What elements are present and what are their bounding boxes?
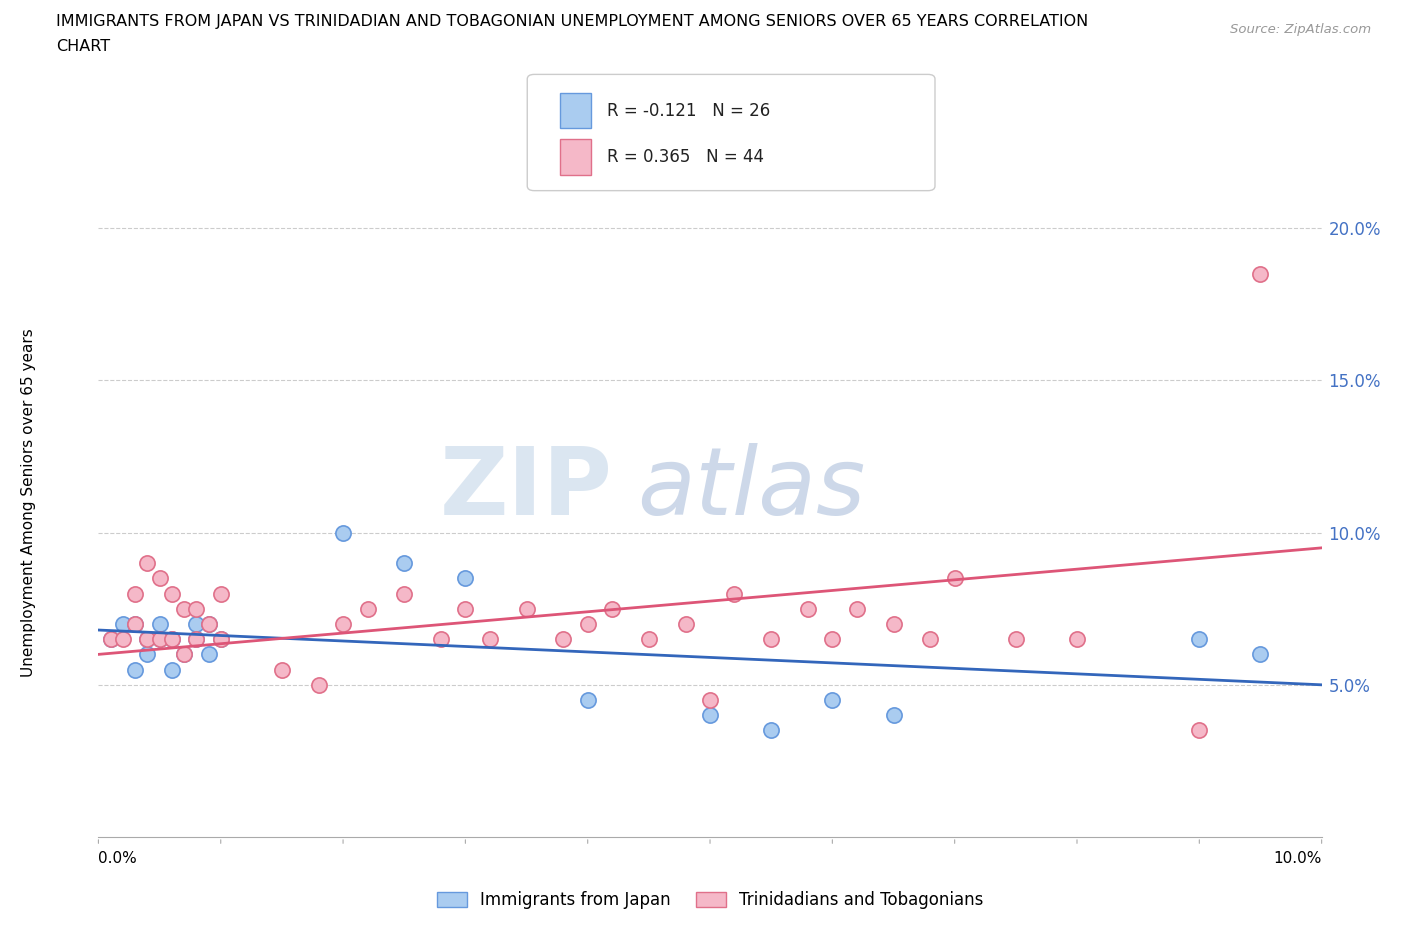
Point: [197, 617, 219, 631]
Point: [149, 617, 172, 631]
Point: [430, 631, 453, 646]
Text: R = 0.365   N = 44: R = 0.365 N = 44: [607, 148, 765, 166]
Point: [883, 617, 905, 631]
Point: [124, 662, 146, 677]
Point: [821, 693, 844, 708]
Text: R = -0.121   N = 26: R = -0.121 N = 26: [607, 101, 770, 120]
Text: ZIP: ZIP: [439, 443, 612, 535]
Point: [821, 631, 844, 646]
Point: [186, 631, 208, 646]
Point: [943, 571, 966, 586]
Point: [100, 631, 122, 646]
Point: [160, 631, 183, 646]
Point: [845, 602, 868, 617]
Point: [270, 662, 292, 677]
Point: [209, 631, 232, 646]
Point: [1004, 631, 1026, 646]
Point: [759, 723, 782, 737]
Point: [209, 631, 232, 646]
Point: [797, 602, 820, 617]
Point: [1188, 631, 1211, 646]
Point: [209, 586, 232, 601]
Text: CHART: CHART: [56, 39, 110, 54]
Point: [332, 525, 354, 540]
Point: [332, 617, 354, 631]
Point: [173, 647, 195, 662]
Point: [160, 586, 183, 601]
Point: [197, 617, 219, 631]
Point: [111, 631, 134, 646]
Point: [197, 647, 219, 662]
Point: [759, 631, 782, 646]
Point: [356, 602, 378, 617]
Point: [149, 631, 172, 646]
Point: [454, 602, 477, 617]
Point: [100, 631, 122, 646]
Point: [136, 647, 159, 662]
Point: [160, 631, 183, 646]
Point: [454, 571, 477, 586]
Point: [392, 555, 416, 570]
Point: [173, 647, 195, 662]
Point: [637, 631, 661, 646]
Point: [186, 602, 208, 617]
Point: [124, 617, 146, 631]
Point: [920, 631, 942, 646]
Point: [149, 571, 172, 586]
Point: [576, 693, 599, 708]
Point: [723, 586, 745, 601]
Point: [1249, 647, 1271, 662]
Point: [136, 555, 159, 570]
Point: [186, 617, 208, 631]
Point: [392, 586, 416, 601]
Point: [149, 631, 172, 646]
Point: [124, 617, 146, 631]
Point: [553, 631, 575, 646]
Point: [576, 617, 599, 631]
Point: [1188, 723, 1211, 737]
Point: [111, 617, 134, 631]
Point: [478, 631, 501, 646]
Point: [308, 677, 330, 692]
Legend: Immigrants from Japan, Trinidadians and Tobagonians: Immigrants from Japan, Trinidadians and …: [430, 884, 990, 916]
Point: [136, 631, 159, 646]
Point: [124, 586, 146, 601]
Point: [883, 708, 905, 723]
Point: [699, 693, 721, 708]
Point: [186, 631, 208, 646]
Point: [173, 602, 195, 617]
Text: IMMIGRANTS FROM JAPAN VS TRINIDADIAN AND TOBAGONIAN UNEMPLOYMENT AMONG SENIORS O: IMMIGRANTS FROM JAPAN VS TRINIDADIAN AND…: [56, 14, 1088, 29]
Point: [516, 602, 538, 617]
Point: [1066, 631, 1088, 646]
Point: [1249, 267, 1271, 282]
Point: [160, 662, 183, 677]
Point: [600, 602, 623, 617]
Text: 0.0%: 0.0%: [98, 851, 138, 866]
Text: 10.0%: 10.0%: [1274, 851, 1322, 866]
Text: atlas: atlas: [637, 444, 865, 535]
Point: [136, 631, 159, 646]
Point: [675, 617, 697, 631]
Text: Unemployment Among Seniors over 65 years: Unemployment Among Seniors over 65 years: [21, 328, 35, 677]
Point: [699, 708, 721, 723]
Text: Source: ZipAtlas.com: Source: ZipAtlas.com: [1230, 23, 1371, 36]
